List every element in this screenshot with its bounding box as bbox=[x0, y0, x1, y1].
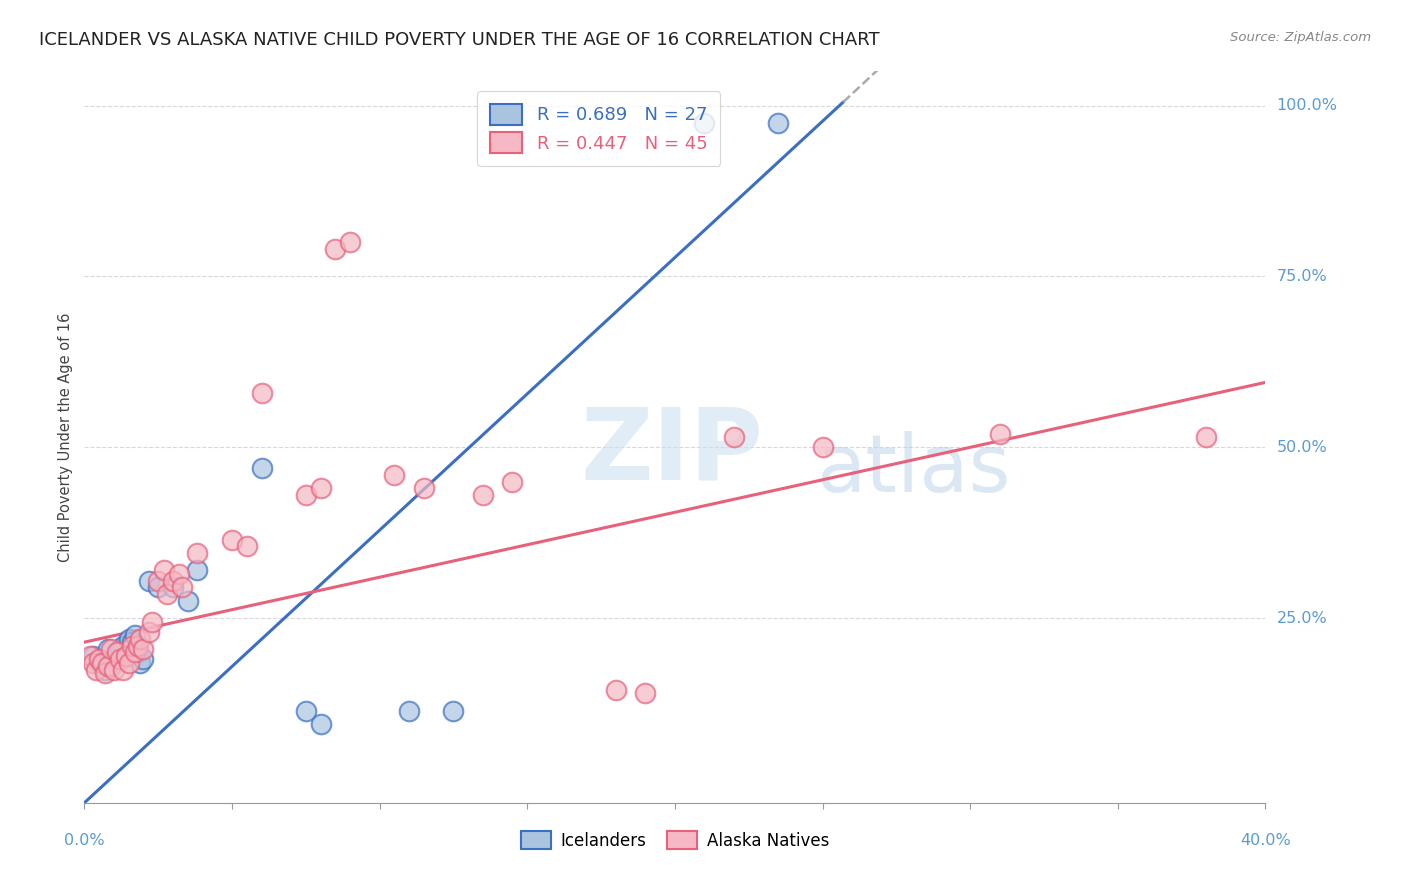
Point bbox=[634, 686, 657, 700]
Point bbox=[82, 648, 104, 663]
Point bbox=[309, 481, 332, 495]
Point bbox=[186, 563, 208, 577]
Text: Source: ZipAtlas.com: Source: ZipAtlas.com bbox=[1230, 31, 1371, 45]
Point bbox=[87, 656, 111, 670]
Point bbox=[186, 546, 208, 560]
Point bbox=[988, 426, 1011, 441]
Point bbox=[141, 615, 163, 629]
Text: 25.0%: 25.0% bbox=[1277, 611, 1327, 625]
Point bbox=[103, 663, 125, 677]
Point bbox=[82, 656, 104, 670]
Point bbox=[501, 475, 523, 489]
Point bbox=[84, 663, 107, 677]
Text: 0.0%: 0.0% bbox=[65, 833, 104, 848]
Point bbox=[605, 683, 627, 698]
Point bbox=[111, 663, 134, 677]
Point bbox=[148, 574, 170, 588]
Point bbox=[79, 648, 101, 663]
Point bbox=[339, 235, 361, 250]
Point bbox=[118, 632, 141, 646]
Point bbox=[138, 574, 160, 588]
Y-axis label: Child Poverty Under the Age of 16: Child Poverty Under the Age of 16 bbox=[58, 312, 73, 562]
Point bbox=[114, 648, 136, 663]
Point bbox=[132, 642, 155, 657]
Point bbox=[138, 624, 160, 639]
Point bbox=[295, 488, 318, 502]
Point bbox=[105, 645, 128, 659]
Point bbox=[118, 656, 141, 670]
Text: 100.0%: 100.0% bbox=[1277, 98, 1337, 113]
Point bbox=[108, 652, 131, 666]
Point bbox=[94, 665, 117, 680]
Point bbox=[309, 717, 332, 731]
Point bbox=[153, 563, 176, 577]
Point bbox=[236, 540, 259, 554]
Point bbox=[100, 642, 122, 657]
Point bbox=[132, 652, 155, 666]
Point bbox=[121, 635, 143, 649]
Point bbox=[108, 642, 131, 657]
Point bbox=[382, 467, 406, 482]
Point bbox=[94, 663, 117, 677]
Point bbox=[97, 642, 120, 657]
Point bbox=[91, 656, 114, 670]
Point bbox=[177, 594, 200, 608]
Point bbox=[124, 645, 146, 659]
Point bbox=[170, 581, 193, 595]
Point bbox=[398, 704, 420, 718]
Text: atlas: atlas bbox=[817, 431, 1011, 509]
Point bbox=[693, 115, 716, 129]
Point bbox=[156, 587, 179, 601]
Point bbox=[162, 581, 184, 595]
Point bbox=[114, 648, 136, 663]
Point bbox=[413, 481, 436, 495]
Point bbox=[103, 652, 125, 666]
Point bbox=[124, 628, 146, 642]
Point bbox=[221, 533, 243, 547]
Point bbox=[250, 385, 273, 400]
Point bbox=[148, 581, 170, 595]
Point bbox=[1195, 430, 1218, 444]
Point bbox=[811, 440, 834, 454]
Point bbox=[768, 115, 790, 129]
Text: ICELANDER VS ALASKA NATIVE CHILD POVERTY UNDER THE AGE OF 16 CORRELATION CHART: ICELANDER VS ALASKA NATIVE CHILD POVERTY… bbox=[39, 31, 880, 49]
Point bbox=[723, 430, 745, 444]
Point bbox=[111, 639, 134, 653]
Text: ZIP: ZIP bbox=[581, 403, 763, 500]
Text: 50.0%: 50.0% bbox=[1277, 440, 1327, 455]
Text: 75.0%: 75.0% bbox=[1277, 268, 1327, 284]
Point bbox=[121, 639, 143, 653]
Point bbox=[100, 659, 122, 673]
Point bbox=[127, 639, 149, 653]
Point bbox=[472, 488, 495, 502]
Point bbox=[129, 632, 152, 646]
Point bbox=[129, 656, 152, 670]
Legend: Icelanders, Alaska Natives: Icelanders, Alaska Natives bbox=[515, 824, 835, 856]
Point bbox=[127, 645, 149, 659]
Point bbox=[295, 704, 318, 718]
Point bbox=[87, 652, 111, 666]
Point bbox=[325, 242, 347, 256]
Point bbox=[250, 460, 273, 475]
Point bbox=[443, 704, 465, 718]
Point bbox=[167, 566, 190, 581]
Point bbox=[97, 659, 120, 673]
Point bbox=[162, 574, 184, 588]
Text: 40.0%: 40.0% bbox=[1240, 833, 1291, 848]
